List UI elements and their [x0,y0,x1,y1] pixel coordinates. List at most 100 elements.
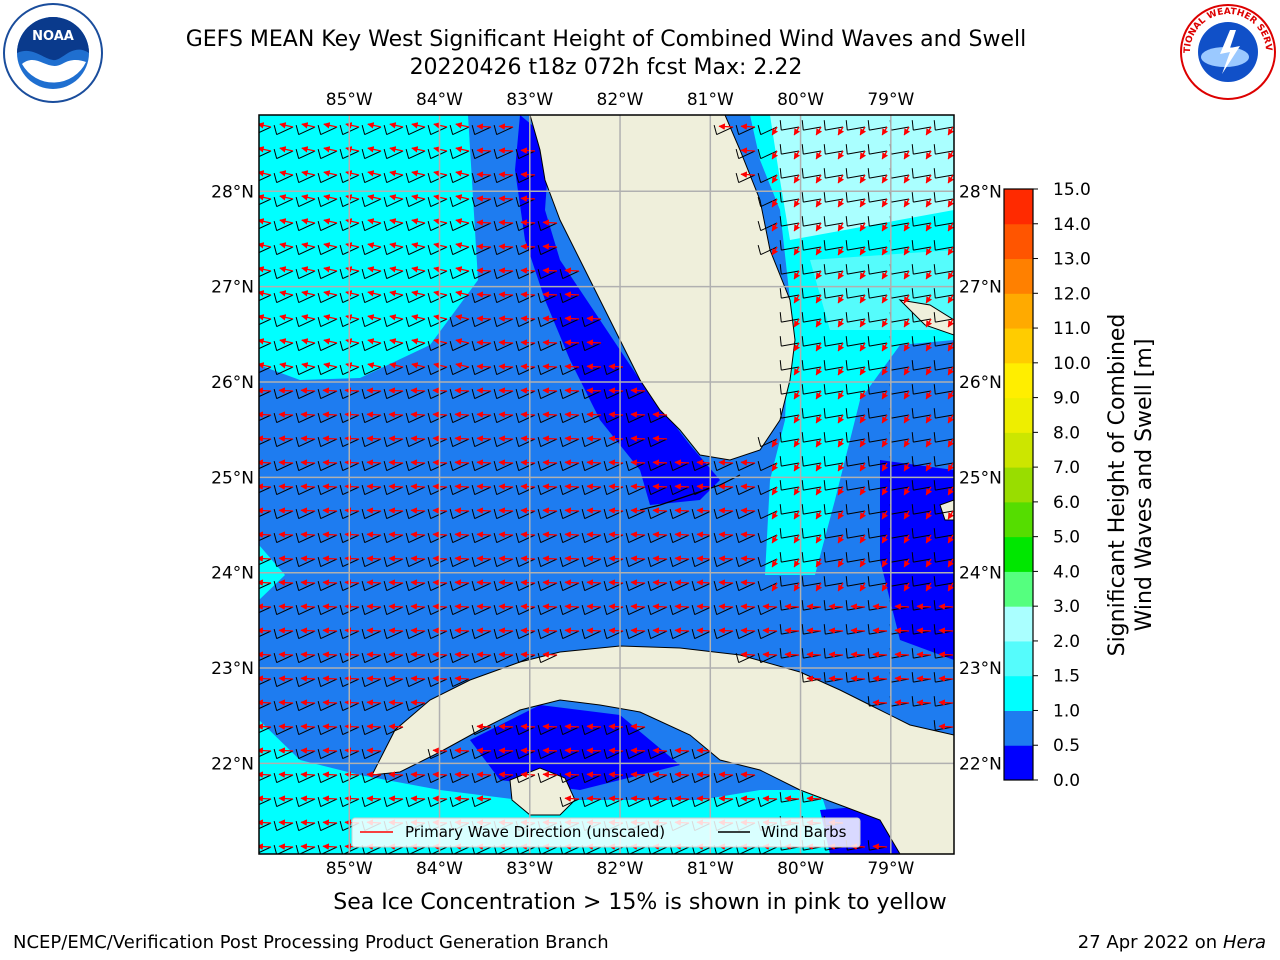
wave-arrow [771,150,779,160]
wind-barb [408,798,426,808]
wind-barb [540,510,558,520]
wave-arrow [498,483,514,490]
wave-arrow [344,555,360,562]
wind-barb [540,774,558,784]
wave-arrow [793,174,801,184]
wind-barb [935,126,954,131]
wind-barb [935,462,954,467]
wind-barb-flag [603,797,608,807]
wind-barb [847,246,866,251]
wind-barb-flag [647,461,652,471]
wind-barb-flag [339,221,344,231]
wind-barb-flag [471,557,476,567]
wave-arrow [630,459,646,466]
lat-tick-label: 23°N [211,659,254,679]
wind-barb-flag [471,413,476,423]
wind-barb [803,294,822,299]
wave-arrow [947,246,954,256]
wind-barb-flag [405,557,410,567]
wave-arrow [718,603,734,610]
wave-arrow [652,435,668,442]
wind-barb [276,630,294,640]
wind-barb [276,582,294,592]
wind-barb [847,126,866,131]
wave-arrow [740,147,756,154]
wave-arrow [793,390,801,400]
wind-barb [825,198,844,203]
wind-barb [342,294,360,304]
wind-barb [259,246,272,254]
wind-barb-flag [295,221,300,231]
wind-barb [584,462,602,472]
wind-barb [408,414,426,424]
wave-arrow [344,651,360,658]
wind-barb [408,270,426,280]
wind-barb [584,366,602,376]
wind-barb-flag [625,557,630,567]
wind-barb-flag [273,557,278,567]
wave-arrow [455,146,470,153]
wind-barb-flag [845,408,848,419]
map-area[interactable] [252,115,954,855]
wind-barb-flag [471,437,476,447]
wind-barb [259,534,272,542]
wind-barb [320,366,338,376]
wave-arrow [498,771,514,778]
wave-arrow [388,603,404,610]
wind-barb [628,726,646,736]
wave-arrow [696,771,712,778]
wind-barb [259,630,272,638]
wind-barb-flag [669,581,674,591]
wind-barb-flag [339,365,344,375]
wave-arrow [903,342,911,352]
wind-barb [738,150,756,160]
colorbar-swatch [1004,432,1033,468]
wave-arrow [586,531,602,538]
wind-barb-flag [295,821,300,831]
wind-barb-flag [581,557,586,567]
wave-arrow [740,603,756,610]
wind-barb-flag [361,557,366,567]
wave-arrow [455,122,470,129]
wave-arrow [520,339,536,346]
wind-barb [518,654,536,664]
wave-arrow [740,555,756,562]
wave-arrow [784,603,800,610]
wave-arrow [279,314,294,321]
wind-barb-flag [911,672,914,683]
wind-barb-flag [493,197,498,207]
wave-arrow [520,195,536,202]
wind-barb-flag [757,605,762,615]
wind-barb [408,246,426,256]
wind-barb [408,222,426,232]
wind-barb-flag [383,389,388,399]
colorbar-tick-label: 1.5 [1053,667,1080,687]
wind-barb [891,270,910,275]
wind-barb [540,630,558,640]
wave-arrow [366,507,382,514]
wind-barb [474,726,492,736]
wave-arrow [300,627,316,634]
wind-barb [781,150,800,155]
wind-barb-flag [471,725,476,735]
wind-barb-flag [273,365,278,375]
wave-arrow [916,675,932,682]
wind-barb [298,150,316,160]
wind-barb-flag [647,533,652,543]
wind-barb-flag [339,701,344,711]
wave-arrow [542,723,558,730]
wind-barb-flag [383,365,388,375]
wave-arrow [345,218,360,225]
wave-arrow [859,390,867,400]
wave-arrow [279,338,294,345]
wind-barb [342,414,360,424]
wind-barb-flag [449,173,454,183]
wind-barb [913,270,932,275]
wave-arrow [345,362,360,369]
wind-barb [342,318,360,328]
wave-arrow [608,531,624,538]
wind-barb-flag [559,773,564,783]
wave-arrow [938,627,954,634]
generation-host: Hera [1222,932,1266,953]
wind-barb-flag [669,629,674,639]
